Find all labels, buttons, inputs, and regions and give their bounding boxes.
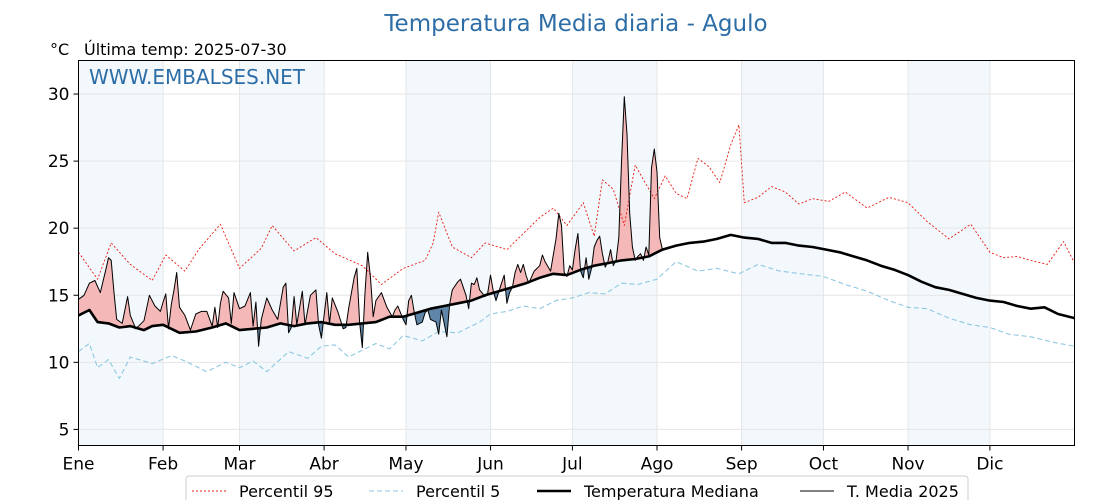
- fill-below-median: [414, 305, 449, 337]
- y-tick-label: 20: [48, 219, 70, 239]
- p95-line: [78, 124, 1075, 285]
- fill-above-median: [305, 289, 318, 324]
- fill-above-median: [137, 293, 168, 331]
- fill-above-median: [486, 275, 494, 295]
- legend-label: Temperatura Mediana: [583, 482, 759, 500]
- x-axis: Ene Feb Mar Abr May Jun Jul Ago Sep Oct Nov Dic: [63, 445, 1003, 475]
- x-tick-label: Nov: [891, 455, 924, 475]
- x-tick-label: Feb: [148, 455, 178, 475]
- month-band: [572, 60, 657, 446]
- legend-label: Percentil 95: [239, 482, 334, 500]
- legend-label: T. Media 2025: [846, 482, 959, 500]
- x-tick-label: Jun: [476, 455, 504, 475]
- fill-above-median: [346, 268, 360, 325]
- plot-frame: [78, 60, 1075, 446]
- fill-above-median: [644, 149, 666, 258]
- fill-above-median: [499, 275, 506, 291]
- x-tick-label: Ene: [63, 455, 95, 475]
- fill-above-median: [470, 277, 484, 301]
- grid-lines: [78, 60, 1075, 446]
- y-tick-label: 15: [48, 286, 70, 306]
- x-tick-label: Mar: [223, 455, 255, 475]
- x-tick-label: Jul: [561, 455, 583, 475]
- month-band: [78, 60, 164, 446]
- watermark: WWW.EMBALSES.NET: [89, 65, 306, 89]
- month-bands: [78, 60, 990, 446]
- y-tick-label: 25: [48, 152, 70, 172]
- y-tick-label: 30: [48, 85, 70, 105]
- unit-label: °C: [50, 40, 69, 59]
- fill-above-median: [78, 257, 136, 328]
- x-tick-label: Oct: [809, 455, 839, 475]
- chart-title: Temperatura Media diaria - Agulo: [383, 11, 767, 37]
- month-band: [741, 60, 824, 446]
- last-temp-label: Última temp: 2025-07-30: [84, 40, 287, 59]
- fill-above-median: [529, 213, 566, 282]
- y-tick-label: 5: [59, 420, 70, 440]
- legend-box: [185, 475, 969, 500]
- month-band: [239, 60, 325, 446]
- p5-line: [78, 261, 1075, 379]
- legend-label: Percentil 5: [416, 482, 500, 500]
- x-tick-label: Ago: [641, 455, 674, 475]
- fill-above-median: [592, 236, 605, 267]
- series-lines: [77, 96, 1075, 379]
- current-year-line: [78, 96, 666, 349]
- month-band: [908, 60, 990, 446]
- fill-above-median: [567, 233, 580, 275]
- fill-below-median: [402, 315, 407, 325]
- x-tick-label: Abr: [309, 455, 338, 475]
- legend: Percentil 95 Percentil 5 Temperatura Media…: [185, 475, 969, 500]
- x-tick-label: Sep: [726, 455, 758, 475]
- fill-above-median: [323, 292, 342, 325]
- month-band: [405, 60, 491, 446]
- y-axis: 5 10 15 20 25 30: [48, 85, 79, 440]
- x-tick-label: Dic: [976, 455, 1003, 475]
- x-tick-label: May: [388, 455, 423, 475]
- fill-above-median: [169, 272, 217, 333]
- y-tick-label: 10: [48, 353, 70, 373]
- fill-above-median: [260, 283, 288, 329]
